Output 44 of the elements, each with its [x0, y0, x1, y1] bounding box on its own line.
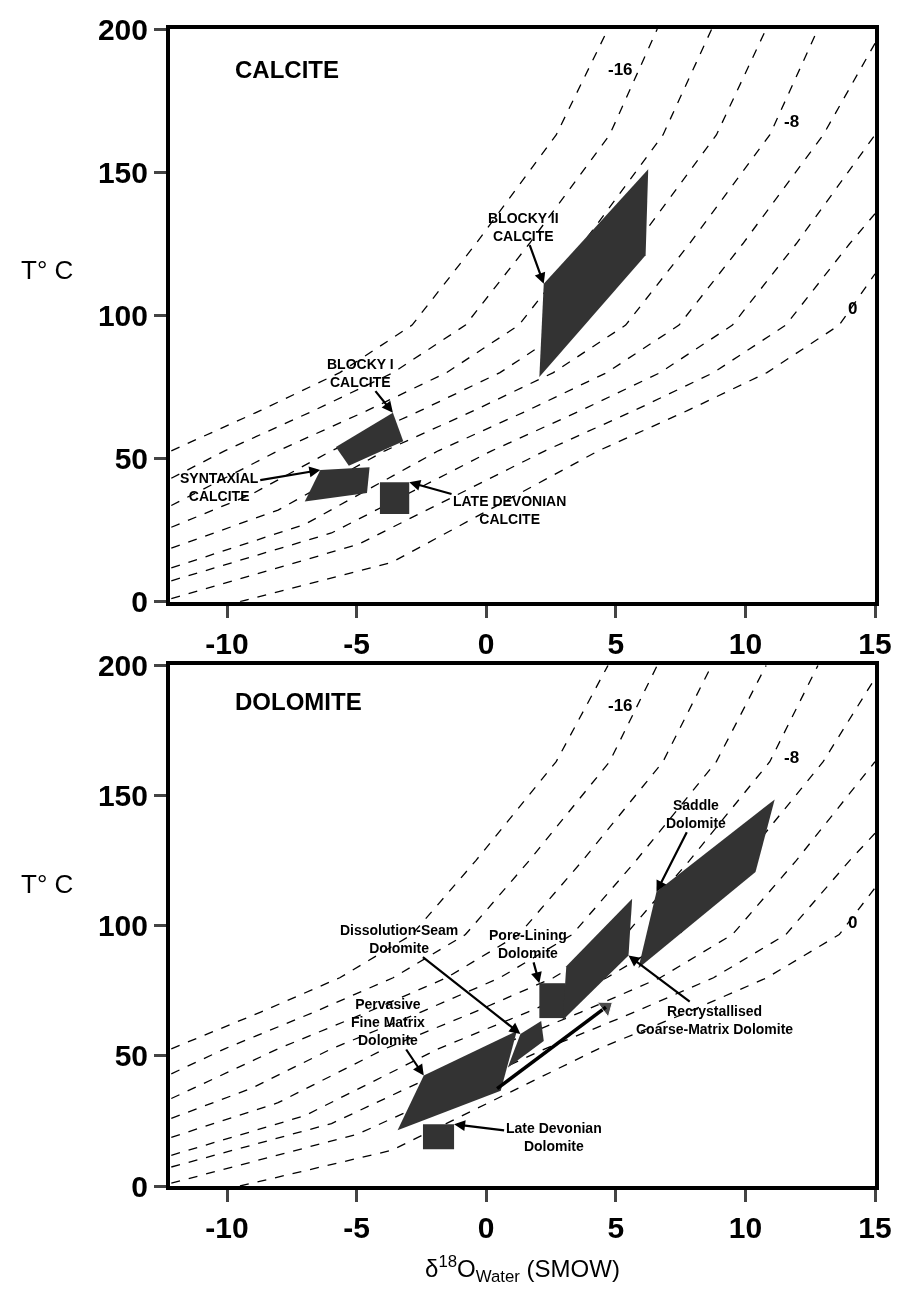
y-axis-title: T° C: [21, 869, 74, 899]
text: CALCITE: [235, 56, 339, 83]
annotation: Pore-Lining Dolomite: [489, 927, 567, 962]
annotation: BLOCKY I CALCITE: [327, 356, 394, 391]
line-series: [170, 134, 875, 582]
x-tick-label: 0: [477, 626, 495, 660]
series-label: -8: [784, 748, 800, 767]
annotation: BLOCKY II CALCITE: [488, 210, 559, 245]
line-series: [170, 213, 875, 600]
y-tick-label: 50: [114, 442, 148, 476]
annotation: Recrystallised Coarse-Matrix Dolomite: [636, 1003, 794, 1038]
x-tick-label: 10: [728, 1211, 763, 1244]
annotation: LATE DEVONIAN CALCITE: [453, 493, 567, 528]
y-axis-title: T° C: [21, 255, 74, 285]
y-tick-label: 50: [114, 1039, 148, 1073]
series-label: 0: [848, 913, 858, 932]
x-tick-label: 0: [477, 1211, 495, 1244]
series-label: -8: [784, 112, 800, 131]
x-tick-label: -5: [343, 1211, 370, 1244]
annotation: Dissolution-Seam Dolomite: [340, 922, 459, 957]
y-tick-label: 0: [131, 585, 148, 619]
series-label: -16: [608, 60, 633, 79]
y-tick-label: 100: [97, 298, 148, 332]
annotation: Saddle Dolomite: [666, 797, 727, 832]
series-label: -16: [608, 696, 633, 715]
x-axis-title: δ$^{18}$O$_{Water}$ (SMOW): [425, 1251, 620, 1286]
text: DOLOMITE: [235, 688, 362, 715]
x-tick-label: -10: [205, 626, 249, 660]
x-tick-label: 15: [858, 626, 892, 660]
y-tick-label: 200: [97, 648, 148, 682]
x-tick-label: -5: [343, 626, 370, 660]
x-tick-label: 10: [728, 626, 763, 660]
y-tick-label: 150: [97, 155, 148, 189]
y-tick-label: 150: [97, 779, 148, 813]
y-tick-label: 0: [131, 1169, 148, 1203]
x-tick-label: 5: [607, 626, 625, 660]
y-tick-label: 200: [97, 12, 148, 46]
annotation: Pervasive Fine Matrix Dolomite: [351, 996, 426, 1049]
x-tick-label: 15: [858, 1211, 892, 1244]
annotation: Late Devonian Dolomite: [506, 1120, 602, 1155]
series-label: 0: [848, 299, 858, 318]
x-tick-label: 5: [607, 1211, 625, 1244]
y-tick-label: 100: [97, 909, 148, 943]
x-tick-label: -10: [205, 1211, 249, 1244]
